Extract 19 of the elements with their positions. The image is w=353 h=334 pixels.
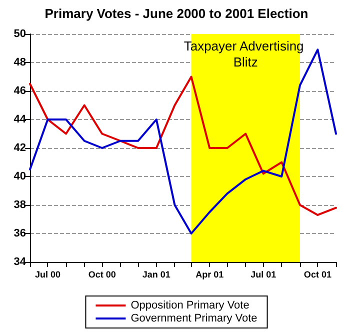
y-tick-label: 36 xyxy=(14,228,26,240)
x-tick-label: Oct 01 xyxy=(304,270,332,280)
y-tick-label: 42 xyxy=(14,142,26,154)
x-tick-label: Oct 00 xyxy=(88,270,116,280)
y-tick-label: 50 xyxy=(14,28,26,40)
y-tick-label: 46 xyxy=(14,85,26,97)
chart-title: Primary Votes - June 2000 to 2001 Election xyxy=(44,6,308,21)
y-tick-label: 40 xyxy=(14,170,26,182)
legend-label: Government Primary Vote xyxy=(130,312,258,324)
x-tick-label: Jan 01 xyxy=(142,270,170,280)
legend-label: Opposition Primary Vote xyxy=(130,300,250,312)
y-tick-label: 44 xyxy=(14,114,27,126)
y-tick-label: 34 xyxy=(14,256,27,268)
x-tick-label: Apr 01 xyxy=(196,270,224,280)
y-tick-label: 38 xyxy=(14,199,26,211)
x-tick-label: Jul 00 xyxy=(34,270,60,280)
y-tick-label: 48 xyxy=(14,56,26,68)
line-series xyxy=(29,76,337,216)
x-tick-label: Jul 01 xyxy=(250,270,276,280)
